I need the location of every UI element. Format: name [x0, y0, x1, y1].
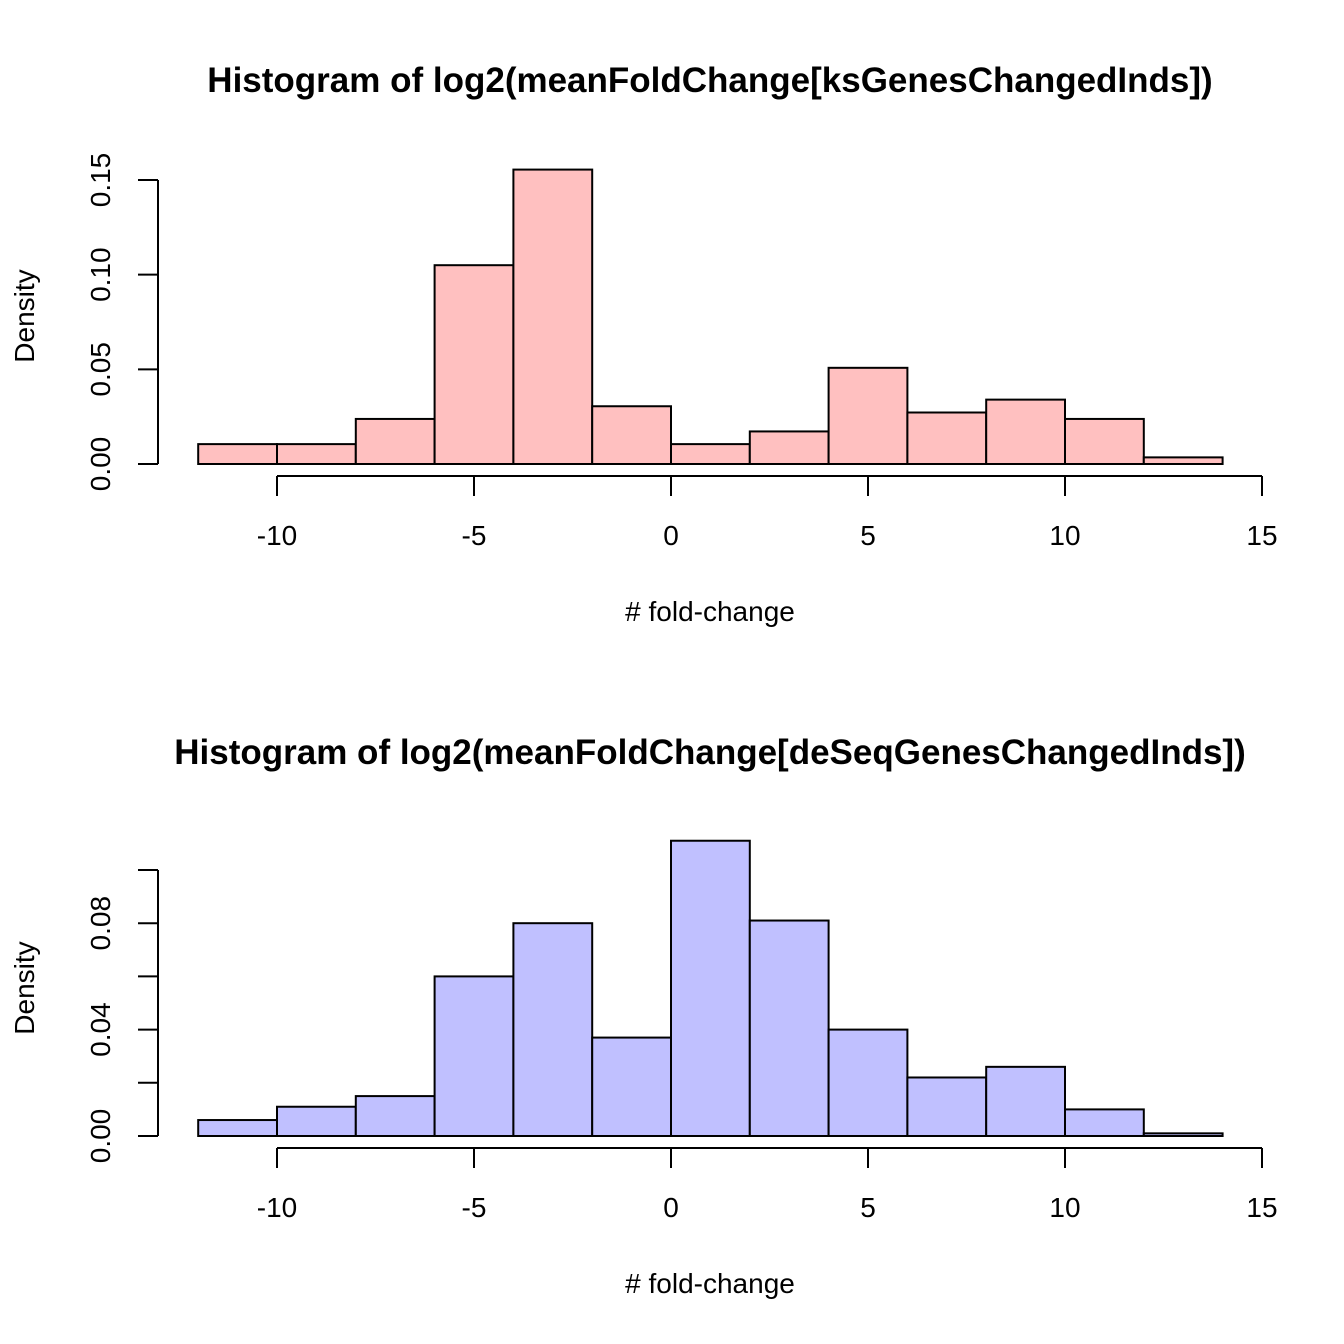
histogram-panel-bottom: Histogram of log2(meanFoldChange[deSeqGe…: [9, 733, 1278, 1299]
x-tick-label: -10: [257, 520, 297, 551]
histogram-bar: [670, 839, 751, 1137]
histogram-bar: [1064, 417, 1145, 465]
x-tick-label: 0: [663, 520, 679, 551]
histogram-bar: [591, 1036, 673, 1137]
x-tick-label: 15: [1246, 520, 1277, 551]
x-tick-label: -5: [462, 1192, 487, 1223]
x-axis: -10 -5 0 5 10 15: [257, 1147, 1278, 1223]
chart-title: Histogram of log2(meanFoldChange[deSeqGe…: [174, 733, 1245, 772]
histogram-bar: [276, 443, 357, 465]
histogram-bar: [670, 443, 751, 465]
histogram-bar: [1142, 1132, 1224, 1137]
y-axis: 0.00 0.04 0.08: [85, 869, 159, 1164]
histogram-bar: [985, 1065, 1067, 1137]
histogram-bar: [354, 417, 436, 465]
histogram-bar: [906, 411, 988, 466]
histogram-bar: [512, 168, 594, 465]
y-tick-label: 0.04: [85, 1002, 116, 1057]
histogram-panel-top: Histogram of log2(meanFoldChange[ksGenes…: [9, 61, 1278, 627]
histogram-bar: [827, 366, 909, 465]
y-tick-label: 0.00: [85, 437, 116, 492]
histogram-bar: [748, 919, 830, 1137]
histogram-bar: [1142, 456, 1224, 465]
histogram-bar: [433, 975, 515, 1138]
chart-title: Histogram of log2(meanFoldChange[ksGenes…: [207, 61, 1212, 100]
y-tick-label: 0.05: [85, 342, 116, 397]
y-axis: 0.00 0.05 0.10 0.15: [85, 153, 159, 492]
y-tick-label: 0.15: [85, 153, 116, 208]
y-axis-label: Density: [9, 941, 40, 1034]
histogram-bar: [433, 264, 515, 466]
y-tick-label: 0.10: [85, 247, 116, 302]
x-tick-label: 10: [1049, 1192, 1080, 1223]
histogram-bar: [827, 1028, 909, 1137]
x-tick-label: -5: [462, 520, 487, 551]
histogram-bar: [276, 1105, 357, 1137]
histogram-bar: [512, 922, 594, 1138]
x-tick-label: 5: [860, 1192, 876, 1223]
x-tick-label: 5: [860, 520, 876, 551]
histogram-bar: [591, 405, 673, 465]
x-axis-label: # fold-change: [625, 1268, 795, 1299]
bars-group: [197, 168, 1224, 466]
y-tick-label: 0.08: [85, 896, 116, 951]
histogram-bar: [906, 1076, 988, 1137]
histogram-bar: [354, 1095, 436, 1137]
x-tick-label: 15: [1246, 1192, 1277, 1223]
histogram-bar: [748, 430, 830, 465]
histogram-bar: [197, 1119, 278, 1138]
bars-group: [197, 839, 1224, 1138]
y-tick-label: 0.00: [85, 1109, 116, 1164]
y-axis-label: Density: [9, 269, 40, 362]
histogram-bar: [197, 443, 278, 465]
x-axis-label: # fold-change: [625, 596, 795, 627]
x-axis: -10 -5 0 5 10 15: [257, 475, 1278, 551]
histogram-bar: [1064, 1108, 1145, 1138]
x-tick-label: 10: [1049, 520, 1080, 551]
x-tick-label: 0: [663, 1192, 679, 1223]
x-tick-label: -10: [257, 1192, 297, 1223]
histogram-bar: [985, 398, 1067, 466]
